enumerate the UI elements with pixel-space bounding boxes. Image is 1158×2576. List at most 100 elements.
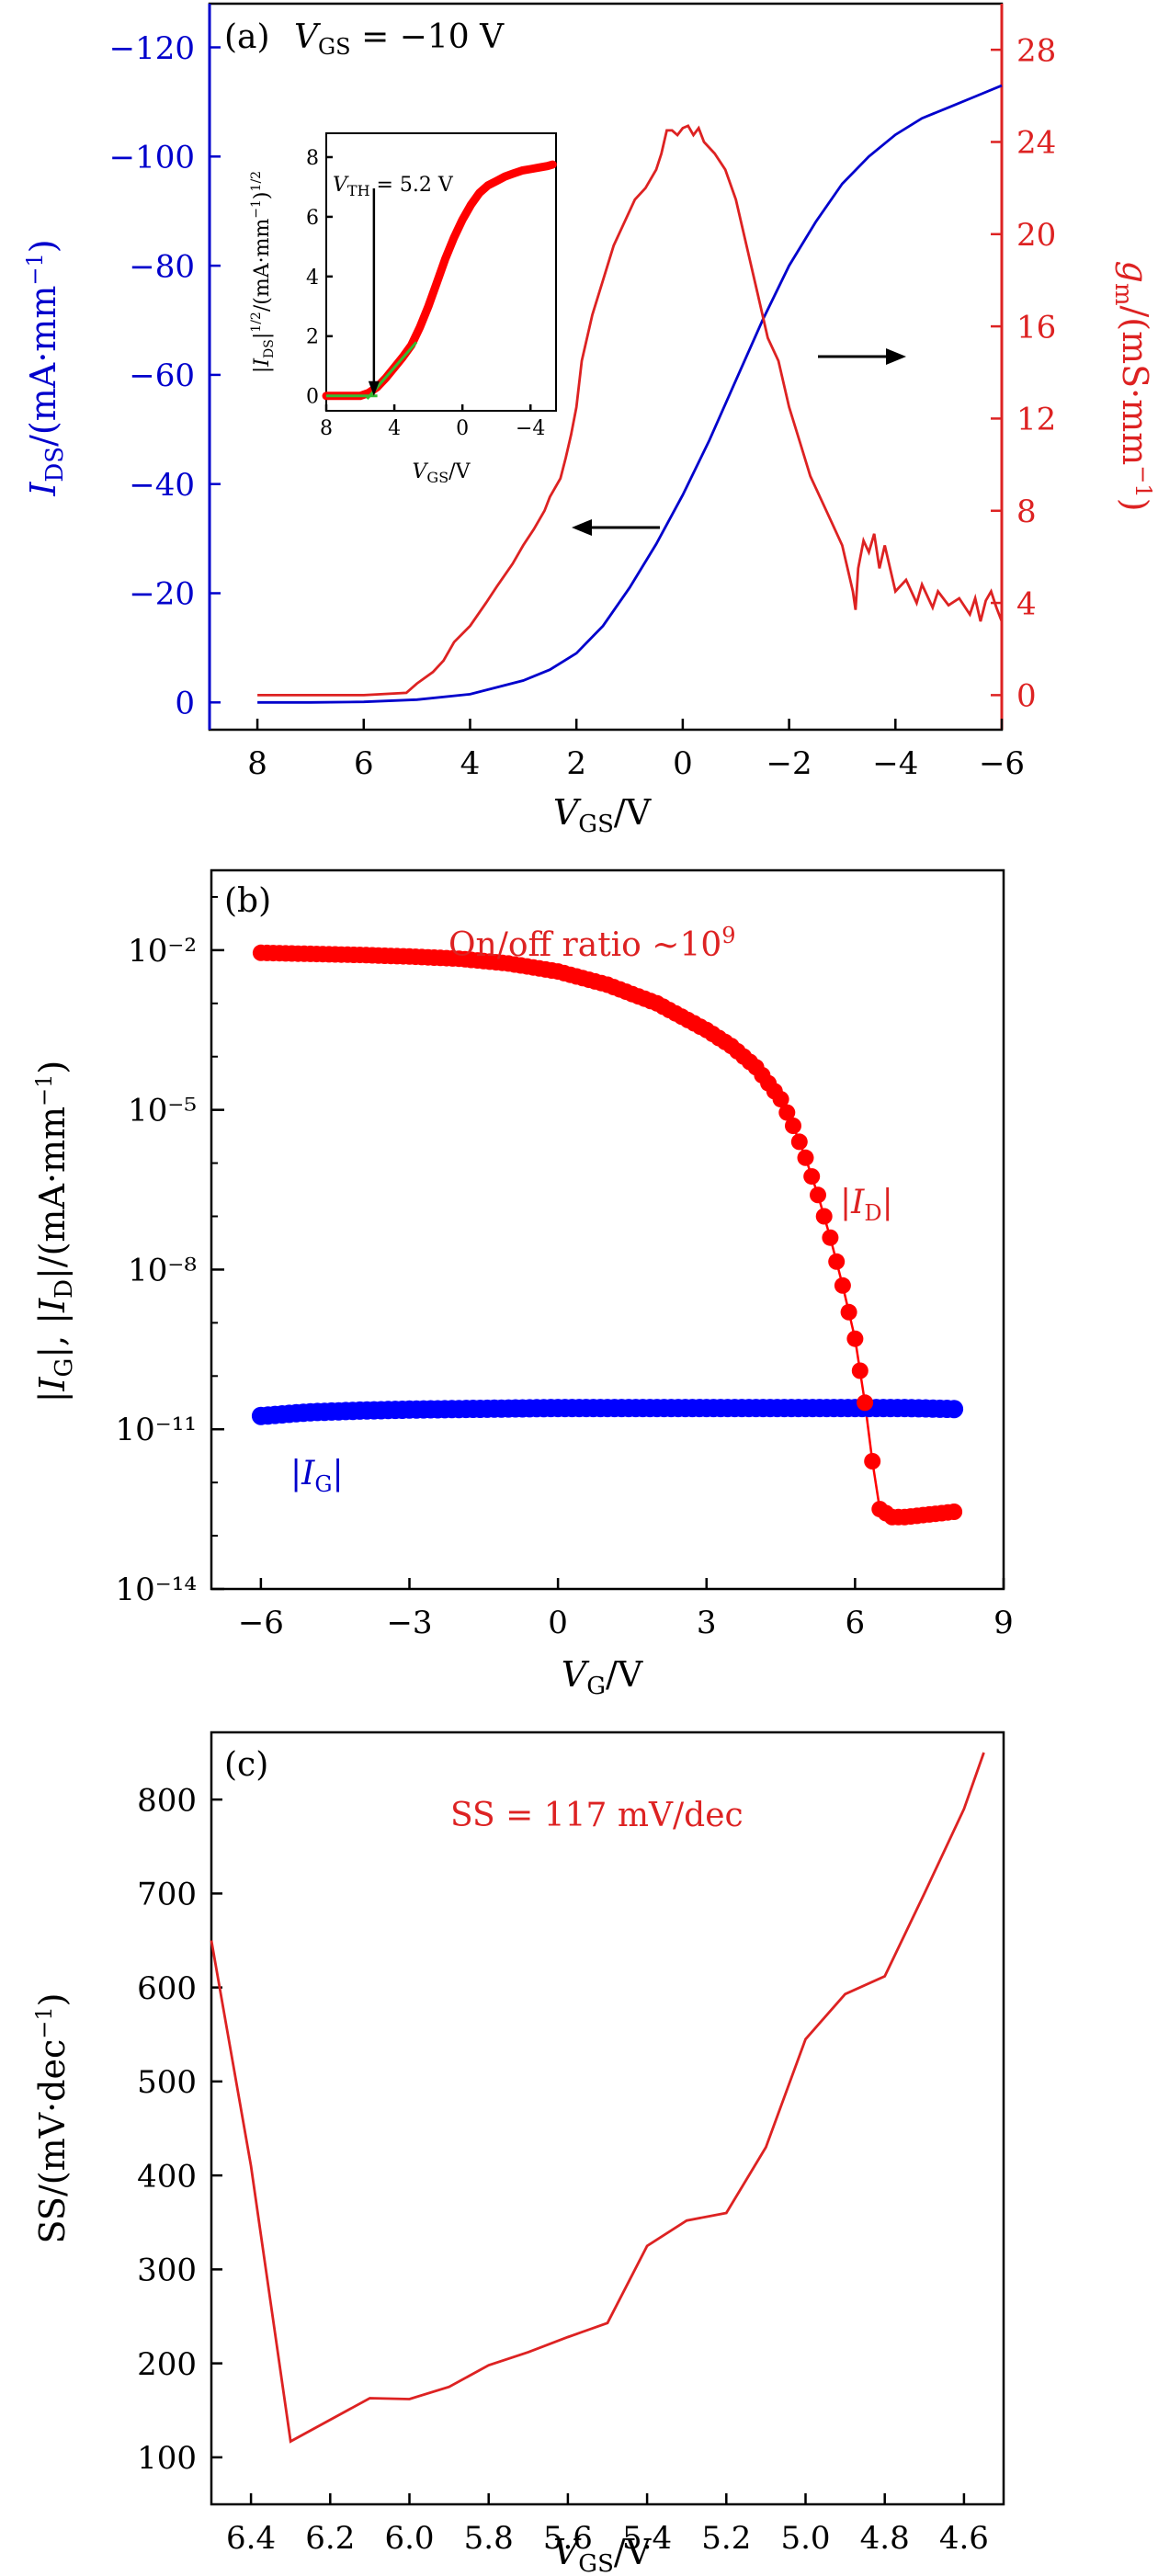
- panel-a-yleft-tick-label: −80: [129, 248, 195, 285]
- panel-a-xlabel: VGS/V: [553, 792, 652, 838]
- panel-c-y-tick-label: 300: [137, 2253, 197, 2289]
- inset-data-point: [433, 278, 440, 286]
- panel-a-x-tick-label: −4: [872, 745, 918, 782]
- id-data-point: [810, 1186, 826, 1203]
- panel-a-yleft-tick-label: −40: [129, 467, 195, 504]
- ig-data-point: [945, 1400, 963, 1418]
- panel-b-x-tick-label: −6: [238, 1605, 284, 1641]
- panel-c-label: (c): [224, 1746, 268, 1784]
- panel-a-ylabel-right: gm/(mS·mm−1): [1109, 260, 1156, 511]
- panel-b-ig-label: |IG|: [290, 1455, 344, 1497]
- panel-b-x-tick-label: 6: [846, 1605, 866, 1641]
- inset-y-tick-label: 8: [306, 147, 319, 170]
- panel-c-y-tick-label: 600: [137, 1970, 197, 2007]
- panel-a-ylabel-left: IDS/(mA·mm−1): [22, 239, 69, 496]
- panel-a-yright-tick-label: 28: [1016, 32, 1056, 69]
- panel-b-x-tick-label: −3: [386, 1605, 432, 1641]
- inset-data-point: [535, 164, 542, 171]
- id-data-point: [857, 1394, 873, 1411]
- inset-data-point: [493, 177, 500, 185]
- panel-b-y-tick-label: 10⁻⁸: [128, 1252, 197, 1288]
- id-data-point: [816, 1209, 833, 1225]
- inset-data-point: [416, 323, 424, 331]
- panel-c-x-tick-label: 4.8: [860, 2520, 910, 2557]
- panel-b-ylabel: |IG|, |ID|/(mA·mm−1): [31, 1061, 78, 1403]
- arrow-right: [818, 348, 906, 365]
- panel-c-frame: [211, 1732, 1004, 2504]
- id-data-point: [864, 1453, 880, 1470]
- panel-a-x-tick-label: 0: [673, 745, 693, 782]
- panel-b-ratio-annotation: On/off ratio ∼109: [448, 923, 736, 964]
- panel-b-label: (b): [224, 882, 271, 920]
- inset-data-point: [549, 161, 556, 168]
- panel-a-yleft-tick-label: −20: [129, 576, 195, 613]
- panel-a-inset: 8 4 0 −4 0 2 4 6 8 VTH = 5.2 V VGS/V |IDS|1/2/(…: [249, 133, 556, 486]
- panel-c-y-tick-label: 700: [137, 1877, 197, 1913]
- panel-c: 6.4 6.2 6.0 5.8 5.6 5.4 5.2 5.0 4.8 4.6 100200300…: [31, 1732, 1004, 2576]
- panel-c-y-tick-label: 800: [137, 1782, 197, 1819]
- id-data-point: [803, 1168, 820, 1185]
- id-data-point: [822, 1230, 838, 1246]
- panel-c-y-tick-label: 400: [137, 2158, 197, 2195]
- panel-a-x-tick-label: −2: [766, 745, 812, 782]
- inset-data-point: [501, 173, 508, 180]
- id-data-point: [846, 1331, 863, 1347]
- panel-a-yright-tick-label: 12: [1016, 402, 1056, 438]
- panel-b-y-tick-label: 10⁻²: [128, 933, 197, 970]
- panel-a-yleft-tick-label: −100: [109, 140, 195, 176]
- id-data-point: [798, 1150, 814, 1166]
- inset-xlabel: VGS/V: [413, 460, 471, 486]
- panel-c-xlabel: VGS/V: [553, 2532, 652, 2576]
- inset-data-point: [450, 234, 458, 242]
- inset-x-tick-label: 0: [456, 417, 469, 440]
- panel-b-y-tick-label: 10⁻¹¹: [116, 1412, 197, 1448]
- panel-a-x-tick-label: 8: [247, 745, 267, 782]
- panel-a-yright-tick-label: 0: [1016, 678, 1037, 715]
- panel-b-y-tick-label: 10⁻⁵: [128, 1093, 197, 1129]
- panel-c-x-tick-label: 6.0: [384, 2520, 434, 2557]
- arrow-left: [572, 519, 660, 536]
- panel-c-x-tick-label: 6.4: [226, 2520, 276, 2557]
- inset-ylabel: |IDS|1/2/(mA·mm−1)1/2: [249, 171, 277, 373]
- panel-b-id-label: |ID|: [840, 1184, 893, 1226]
- inset-data-point: [518, 167, 526, 175]
- panel-c-x-tick-label: 6.2: [305, 2520, 355, 2557]
- panel-a-yright-tick-label: 4: [1016, 585, 1037, 622]
- panel-a-x-tick-label: 2: [566, 745, 586, 782]
- panel-b-x-tick-label: 0: [548, 1605, 568, 1641]
- panel-c-x-tick-label: 5.8: [464, 2520, 514, 2557]
- inset-y-tick-label: 6: [306, 207, 319, 230]
- panel-c-x-tick-label: 4.6: [939, 2520, 989, 2557]
- panel-a-yleft-tick-label: −60: [129, 357, 195, 394]
- id-connecting-line: [261, 953, 954, 1517]
- panel-a-x-tick-label: 4: [460, 745, 481, 782]
- inset-x-tick-label: −4: [516, 417, 545, 440]
- inset-data-point: [476, 189, 483, 197]
- id-data-point: [791, 1133, 808, 1150]
- panel-b-y-tick-label: 10⁻¹⁴: [116, 1572, 197, 1608]
- panel-b: −6 −3 0 3 6 9 10⁻¹⁴10⁻¹¹10⁻⁸10⁻⁵10⁻² (b) On/o…: [31, 870, 1014, 1700]
- inset-y-tick-label: 4: [306, 267, 319, 289]
- panel-b-x-tick-label: 9: [993, 1605, 1014, 1641]
- panel-a-yleft-tick-label: 0: [175, 686, 195, 722]
- panel-a-yright-tick-label: 24: [1016, 125, 1056, 162]
- panel-a-x-tick-label: −6: [979, 745, 1025, 782]
- panel-a-yright-tick-label: 8: [1016, 494, 1037, 530]
- panel-a-yright-tick-label: 20: [1016, 217, 1056, 254]
- inset-data-point: [442, 255, 449, 262]
- id-data-point: [828, 1254, 845, 1270]
- panel-c-y-tick-label: 100: [137, 2440, 197, 2477]
- inset-data-point: [527, 165, 534, 173]
- ss-curve: [211, 1753, 984, 2442]
- inset-x-tick-label: 8: [320, 417, 333, 440]
- id-data-point: [841, 1304, 857, 1321]
- inset-data-point: [459, 216, 466, 223]
- panel-c-ss-annotation: SS = 117 mV/dec: [450, 1797, 744, 1834]
- panel-a-vgs-annotation: VGS = −10 V: [294, 18, 505, 60]
- inset-data-point: [510, 170, 517, 177]
- id-data-point: [946, 1504, 962, 1520]
- inset-data-point: [467, 201, 474, 209]
- id-data-point: [852, 1363, 868, 1379]
- inset-x-tick-label: 4: [388, 417, 401, 440]
- id-data-point: [834, 1277, 851, 1294]
